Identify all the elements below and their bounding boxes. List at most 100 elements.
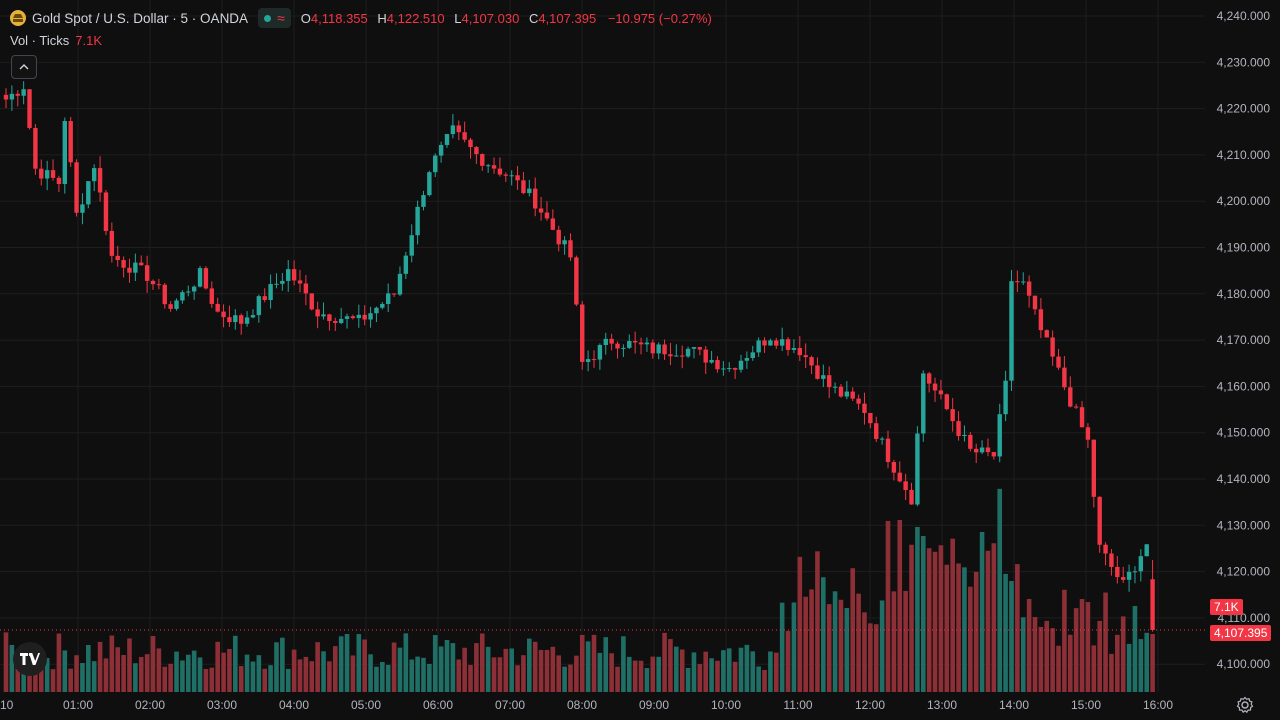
volume-bar (662, 632, 667, 692)
volume-bar (873, 624, 879, 692)
candle-body (721, 368, 726, 370)
volume-bar (991, 543, 997, 692)
candle-body (450, 125, 456, 135)
candle-body (156, 284, 162, 286)
volume-bar (579, 634, 585, 692)
candle-body (680, 355, 685, 357)
candle-body (762, 340, 767, 346)
volume-bar (56, 633, 62, 692)
volume-bar (1015, 564, 1020, 692)
time-tick-label: 01:00 (63, 698, 93, 712)
candle-body (321, 314, 326, 317)
symbol-title[interactable]: Gold Spot / U.S. Dollar · 5 · OANDA (32, 10, 249, 26)
volume-bar (750, 651, 756, 692)
volume-bar (603, 637, 609, 692)
candle-body (844, 391, 850, 397)
collapse-legend-button[interactable] (11, 55, 37, 79)
volume-bar (1132, 606, 1138, 692)
candle-body (303, 283, 309, 294)
volume-bar (91, 661, 97, 692)
candle-body (703, 349, 708, 363)
volume-bar (597, 652, 603, 692)
volume-bar (803, 596, 808, 692)
time-tick-label: 16:00 (1143, 698, 1173, 712)
price-tick-label: 4,190.000 (1217, 241, 1271, 255)
settings-icon[interactable] (1236, 696, 1254, 714)
candle-body (3, 94, 9, 100)
wave-icon: ≈ (277, 10, 285, 26)
last-price-tag: 4,107.395 (1210, 625, 1272, 641)
volume-bar (415, 656, 420, 692)
candle-body (215, 303, 220, 312)
tradingview-logo-icon[interactable] (13, 642, 47, 676)
candle-body (144, 265, 150, 281)
volume-bar (926, 548, 932, 692)
volume-bar (985, 550, 991, 692)
candle-body (139, 262, 144, 266)
candle-body (1015, 281, 1020, 283)
volume-bar (144, 654, 150, 692)
volume-bar (809, 589, 814, 692)
volume-bar (362, 639, 367, 692)
symbol-legend: Gold Spot / U.S. Dollar · 5 · OANDA ≈ O4… (10, 8, 712, 28)
volume-bar (1032, 617, 1038, 692)
candle-body (956, 421, 961, 437)
volume-bar (903, 590, 908, 692)
volume-bar (133, 663, 138, 692)
candle-body (821, 375, 826, 379)
volume-bar (897, 520, 903, 692)
candle-body (403, 255, 409, 274)
volume-bar (268, 665, 273, 692)
volume-bar (868, 623, 873, 692)
candle-body (209, 288, 214, 304)
volume-bar (1073, 608, 1079, 692)
volume-bar (1079, 599, 1085, 692)
volume-bar (773, 652, 779, 692)
price-tick-label: 4,170.000 (1217, 333, 1271, 347)
candle-body (591, 359, 597, 361)
candle-body (697, 347, 703, 350)
volume-bar (27, 663, 32, 692)
volume-bar (638, 660, 644, 692)
candle-body (350, 316, 356, 319)
price-tick-label: 4,220.000 (1217, 102, 1271, 116)
volume-bar (574, 655, 579, 692)
volume-bar (456, 659, 462, 692)
candle-body (133, 262, 138, 273)
candle-body (62, 121, 67, 185)
volume-bar (209, 667, 215, 692)
high-label: H (377, 10, 387, 26)
candle-body (803, 355, 808, 358)
market-status-badge[interactable]: ≈ (258, 8, 291, 28)
candle-body (56, 177, 62, 185)
volume-bar (973, 571, 979, 692)
volume-bar (515, 665, 520, 692)
candle-body (227, 317, 232, 323)
candle-body (162, 284, 167, 305)
candle-body (427, 172, 432, 196)
candle-body (15, 93, 20, 96)
candle-body (1109, 553, 1114, 567)
volume-bar (726, 648, 732, 692)
candle-body (44, 170, 50, 179)
chevron-up-icon (19, 64, 29, 70)
candle-body (868, 412, 873, 424)
candle-body (221, 311, 226, 318)
volume-legend[interactable]: Vol · Ticks 7.1K (10, 33, 102, 48)
price-tick-label: 4,160.000 (1217, 379, 1271, 393)
candle-body (879, 438, 885, 440)
candle-body (1138, 556, 1144, 572)
candle-body (656, 344, 661, 354)
volume-value: 7.1K (75, 33, 102, 48)
candle-body (315, 309, 320, 317)
price-tick-label: 4,180.000 (1217, 287, 1271, 301)
volume-bar (438, 646, 444, 692)
volume-bar (1138, 639, 1144, 692)
candle-body (985, 447, 991, 453)
candle-body (621, 347, 626, 349)
volume-bar (174, 651, 179, 692)
volume-bar (403, 633, 409, 692)
volume-bar (1120, 616, 1126, 692)
volume-bar (1003, 573, 1008, 692)
